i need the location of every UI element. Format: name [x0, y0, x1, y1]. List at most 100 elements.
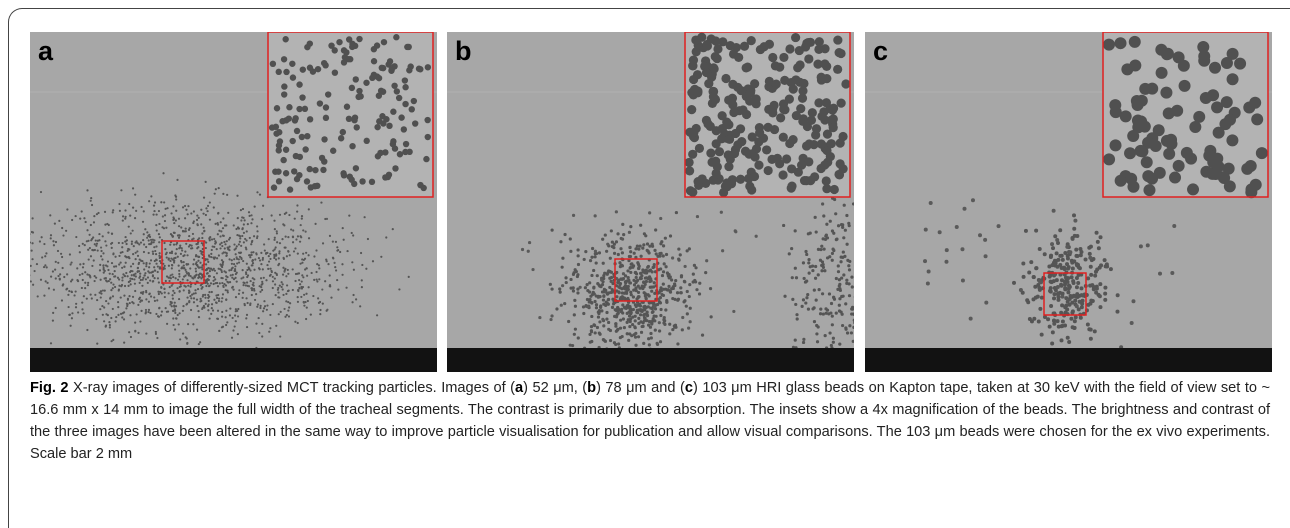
- bead: [790, 247, 793, 250]
- bead: [134, 283, 136, 285]
- bead: [598, 320, 601, 323]
- inset-bead: [1212, 161, 1224, 173]
- bead: [206, 210, 208, 212]
- bead: [104, 223, 106, 225]
- bead: [103, 306, 105, 308]
- bead: [222, 217, 224, 219]
- bead: [211, 303, 213, 305]
- bead: [156, 259, 158, 261]
- bead: [607, 321, 610, 324]
- bead: [600, 278, 603, 281]
- bead: [247, 302, 249, 304]
- bead: [199, 276, 201, 278]
- bead: [791, 276, 794, 279]
- bead: [559, 240, 562, 243]
- bead: [292, 241, 294, 243]
- bead: [1046, 317, 1050, 321]
- bead: [55, 261, 57, 263]
- inset-bead: [341, 172, 347, 178]
- bead: [551, 229, 554, 232]
- bead: [1055, 251, 1059, 255]
- inset-bead: [688, 150, 697, 159]
- bead: [212, 245, 214, 247]
- bead: [574, 268, 577, 271]
- bead: [73, 294, 75, 296]
- bead: [862, 268, 865, 271]
- bead: [144, 274, 146, 276]
- bead: [124, 209, 126, 211]
- bead: [97, 212, 99, 214]
- bead: [560, 304, 563, 307]
- bead: [794, 267, 797, 270]
- bead: [19, 291, 21, 293]
- bead: [538, 316, 541, 319]
- inset-bead: [332, 69, 338, 75]
- bead: [224, 243, 226, 245]
- inset-bead: [382, 174, 388, 180]
- bead: [660, 293, 663, 296]
- bead: [521, 248, 524, 251]
- bead: [132, 230, 134, 232]
- bead: [376, 314, 378, 316]
- inset-bead: [802, 141, 811, 150]
- bead: [622, 233, 625, 236]
- bead: [243, 241, 245, 243]
- bead: [81, 287, 83, 289]
- bead: [582, 312, 585, 315]
- bead: [1027, 270, 1031, 274]
- bead: [65, 230, 67, 232]
- bead: [70, 325, 72, 327]
- bead: [662, 244, 665, 247]
- inset-bead: [1163, 148, 1175, 160]
- bead: [633, 252, 636, 255]
- bead: [633, 325, 636, 328]
- bead: [210, 313, 212, 315]
- inset-bead: [290, 138, 296, 144]
- bead: [159, 236, 161, 238]
- inset-bead: [768, 53, 777, 62]
- bead: [26, 248, 28, 250]
- bead: [273, 220, 275, 222]
- inset-bead: [1165, 138, 1177, 150]
- bead: [626, 269, 629, 272]
- bead: [528, 241, 531, 244]
- bead: [819, 259, 822, 262]
- bead: [112, 273, 114, 275]
- bead: [170, 257, 172, 259]
- bead: [837, 270, 840, 273]
- bead: [176, 179, 178, 181]
- bead: [234, 277, 236, 279]
- bead: [292, 268, 294, 270]
- bead: [667, 285, 670, 288]
- bead: [676, 342, 679, 345]
- bead: [1065, 308, 1069, 312]
- bead: [176, 242, 178, 244]
- bead: [840, 276, 843, 279]
- bead: [82, 312, 84, 314]
- caption-text: ) 78 μm and (: [596, 380, 685, 396]
- bead: [217, 212, 219, 214]
- bead: [1115, 310, 1119, 314]
- bead: [148, 252, 150, 254]
- bead: [112, 211, 114, 213]
- bead: [129, 314, 131, 316]
- bead: [153, 266, 155, 268]
- bead: [39, 240, 41, 242]
- bead: [844, 328, 847, 331]
- bead: [76, 267, 78, 269]
- inset-bead: [771, 61, 780, 70]
- bead: [282, 283, 284, 285]
- bead: [805, 296, 808, 299]
- bead: [186, 263, 188, 265]
- inset-bead: [424, 117, 430, 123]
- inset-bead: [778, 170, 787, 179]
- bead: [198, 217, 200, 219]
- bead: [1050, 341, 1054, 345]
- inset-bead: [724, 150, 733, 159]
- bead: [81, 302, 83, 304]
- bead: [1052, 292, 1056, 296]
- bead: [625, 290, 628, 293]
- bead: [232, 274, 234, 276]
- bead: [137, 255, 139, 257]
- bead: [1063, 251, 1067, 255]
